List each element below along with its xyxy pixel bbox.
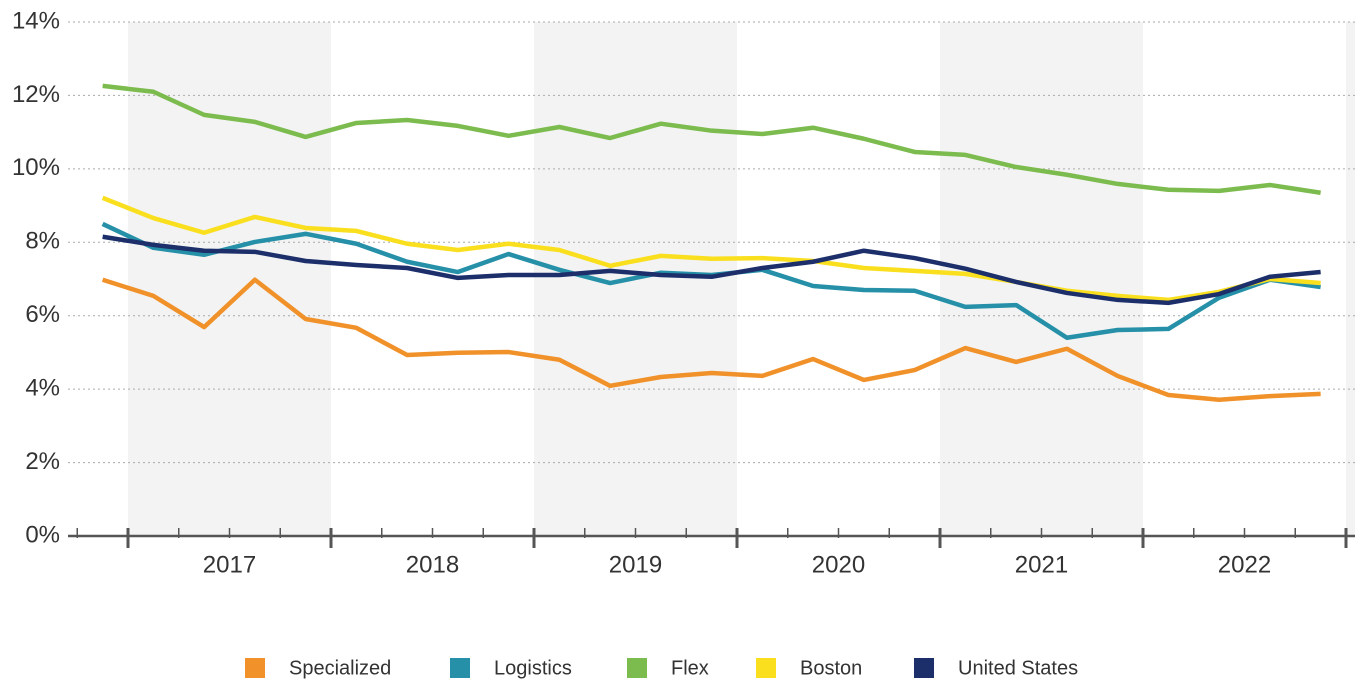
y-tick-label: 0% (25, 521, 60, 548)
y-tick-label: 12% (12, 81, 60, 108)
legend-label: Flex (671, 657, 709, 679)
legend-swatch (756, 658, 776, 678)
legend-label: Logistics (494, 657, 572, 679)
legend-label: Boston (800, 657, 862, 679)
x-tick-label: 2020 (812, 551, 865, 578)
series-line (101, 277, 1321, 403)
x-tick-label: 2021 (1015, 551, 1068, 578)
series-line (102, 83, 1321, 195)
y-tick-label: 4% (25, 374, 60, 401)
series-line (101, 195, 1321, 303)
legend-swatch (627, 658, 647, 678)
y-tick-label: 2% (25, 448, 60, 475)
x-tick-label: 2018 (406, 551, 459, 578)
y-tick-label: 14% (12, 7, 60, 34)
legend-swatch (245, 658, 265, 678)
year-band (1346, 22, 1355, 536)
y-tick-label: 8% (25, 228, 60, 255)
legend-label: Specialized (289, 657, 391, 679)
x-tick-label: 2019 (609, 551, 662, 578)
series-line (102, 234, 1321, 306)
legend-swatch (450, 658, 470, 678)
x-tick-label: 2022 (1218, 551, 1271, 578)
y-tick-label: 6% (25, 301, 60, 328)
legend-label: United States (958, 657, 1078, 679)
year-band (940, 22, 1143, 536)
x-tick-label: 2017 (203, 551, 256, 578)
y-tick-label: 10% (12, 154, 60, 181)
year-band (128, 22, 331, 536)
legend-swatch (914, 658, 934, 678)
